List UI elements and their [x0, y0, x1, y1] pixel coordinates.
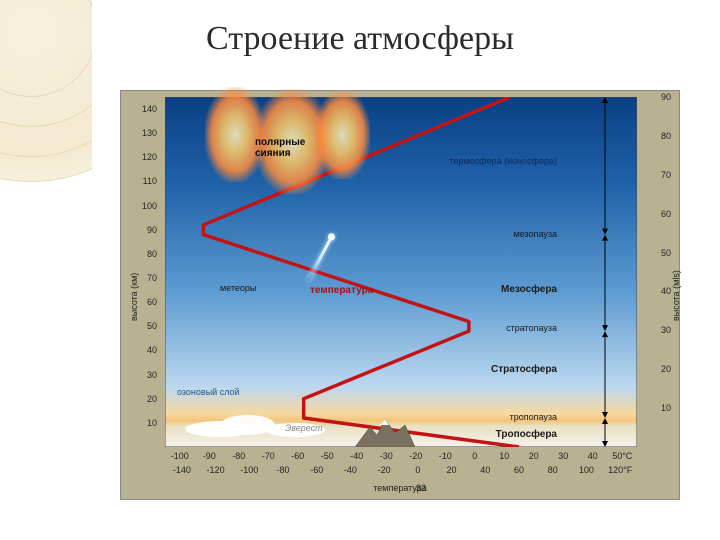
- y-left-tick: 90: [129, 225, 157, 235]
- y-right-tick: 80: [643, 131, 671, 141]
- y-left-axis-label: высота (км): [129, 273, 139, 321]
- y-left-tick: 140: [129, 104, 157, 114]
- y-left-tick: 10: [129, 418, 157, 428]
- layer-label: мезопауза: [514, 229, 557, 239]
- y-right-axis-label: высота (мls): [671, 270, 681, 321]
- y-right-tick: 40: [643, 286, 671, 296]
- x-tick-c: -100: [171, 451, 189, 461]
- y-left-tick: 30: [129, 370, 157, 380]
- page-number: 32: [416, 483, 426, 493]
- y-right-tick: 60: [643, 209, 671, 219]
- x-tick-c: -60: [291, 451, 304, 461]
- y-left-tick: 20: [129, 394, 157, 404]
- x-tick-f: -40: [344, 465, 357, 475]
- ozone-label: озоновый слой: [177, 387, 240, 397]
- x-tick-f: -60: [310, 465, 323, 475]
- y-left-tick: 130: [129, 128, 157, 138]
- x-tick-f: 120°F: [608, 465, 632, 475]
- slide-title: Строение атмосферы: [0, 20, 720, 58]
- x-tick-c: -30: [380, 451, 393, 461]
- y-left-tick: 120: [129, 152, 157, 162]
- x-tick-c: 20: [529, 451, 539, 461]
- x-tick-f: -120: [207, 465, 225, 475]
- x-tick-f: 100: [579, 465, 594, 475]
- y-left-tick: 110: [129, 176, 157, 186]
- meteors-label: метеоры: [220, 283, 256, 293]
- x-tick-c: -40: [350, 451, 363, 461]
- y-right-tick: 90: [643, 92, 671, 102]
- x-tick-f: -80: [276, 465, 289, 475]
- x-tick-c: -70: [262, 451, 275, 461]
- x-tick-c: -90: [203, 451, 216, 461]
- x-tick-c: 0: [472, 451, 477, 461]
- aurora-label: полярные сияния: [255, 137, 305, 159]
- mountain-icon: [355, 419, 415, 447]
- x-tick-c: 10: [499, 451, 509, 461]
- layer-label: Мезосфера: [501, 284, 557, 295]
- temperature-label: температура: [310, 285, 373, 296]
- atmosphere-chart: 140130120110100908070605040302010 908070…: [120, 90, 680, 500]
- layer-label: стратопауза: [506, 323, 557, 333]
- y-right-tick: 30: [643, 325, 671, 335]
- layer-label: Тропосфера: [496, 429, 557, 440]
- aurora-graphic: [315, 91, 370, 179]
- y-right-tick: 20: [643, 364, 671, 374]
- layer-label: тропопауза: [510, 412, 557, 422]
- y-right-tick: 70: [643, 170, 671, 180]
- y-left-tick: 50: [129, 321, 157, 331]
- y-left-tick: 80: [129, 249, 157, 259]
- y-left-tick: 40: [129, 345, 157, 355]
- x-tick-c: 50°C: [612, 451, 632, 461]
- x-tick-c: -80: [232, 451, 245, 461]
- layer-label: Стратосфера: [491, 364, 557, 375]
- everest-label: Эверест: [285, 423, 323, 433]
- x-tick-c: -10: [439, 451, 452, 461]
- x-tick-f: 0: [415, 465, 420, 475]
- y-right-tick: 50: [643, 248, 671, 258]
- x-tick-c: 30: [558, 451, 568, 461]
- x-tick-c: 40: [588, 451, 598, 461]
- x-tick-c: -20: [409, 451, 422, 461]
- x-tick-f: -100: [240, 465, 258, 475]
- slide: Строение атмосферы 140130120110100908070…: [0, 0, 720, 540]
- x-tick-f: -20: [378, 465, 391, 475]
- plot-area: полярные сияния метеоры температура озон…: [165, 97, 637, 447]
- x-tick-f: 80: [548, 465, 558, 475]
- x-tick-f: -140: [173, 465, 191, 475]
- y-right-tick: 10: [643, 403, 671, 413]
- layer-label: термосфера (ионосфера): [449, 156, 557, 166]
- x-tick-f: 20: [447, 465, 457, 475]
- x-tick-f: 40: [480, 465, 490, 475]
- y-left-tick: 100: [129, 201, 157, 211]
- slide-decoration: [0, 0, 92, 540]
- x-tick-c: -50: [321, 451, 334, 461]
- x-tick-f: 60: [514, 465, 524, 475]
